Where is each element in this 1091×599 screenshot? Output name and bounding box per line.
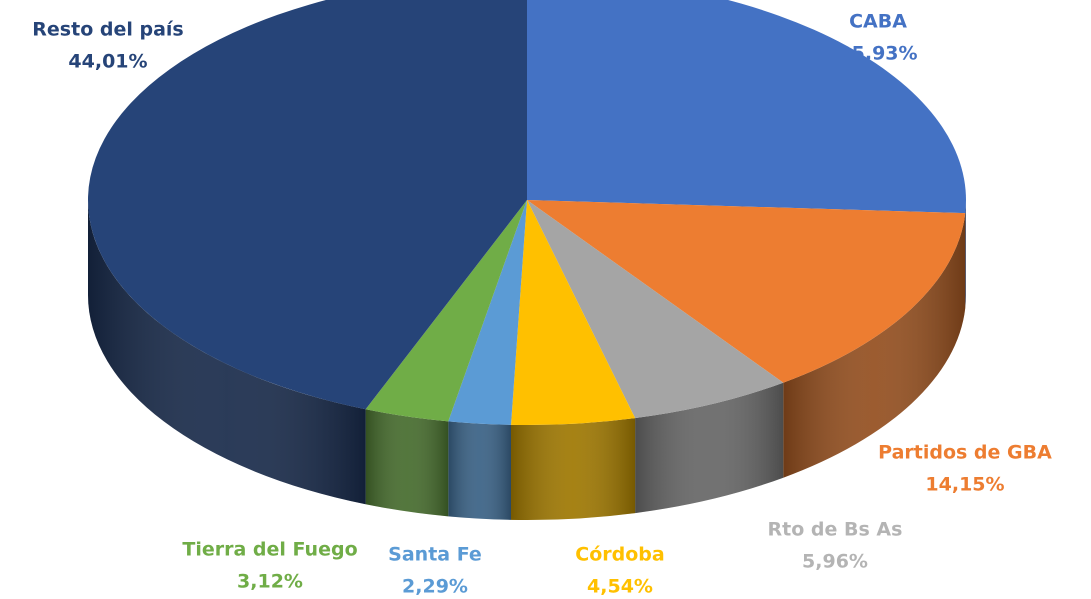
slice-side-shade <box>88 200 366 505</box>
slice-side-shade <box>448 421 512 520</box>
slice-side-shade <box>635 382 784 514</box>
slice-side-shade <box>783 213 966 478</box>
slice-label: Córdoba <box>575 544 664 566</box>
slice <box>448 200 527 425</box>
value-label: 4,54% <box>587 576 653 598</box>
slice-label: Tierra del Fuego <box>182 539 357 561</box>
slice-side-shade <box>511 418 636 520</box>
slice-label: CABA <box>849 11 907 33</box>
slice-label: Rto de Bs As <box>768 519 903 541</box>
slice-side-shade <box>965 200 966 309</box>
slice-label: Partidos de GBA <box>878 442 1052 464</box>
slice-label: Santa Fe <box>388 544 482 566</box>
value-label: 2,29% <box>402 576 468 598</box>
value-label: 44,01% <box>68 51 147 73</box>
slice <box>365 200 527 422</box>
slice <box>511 200 636 425</box>
slice <box>527 200 784 419</box>
value-label: 3,12% <box>237 571 303 593</box>
value-label: 25,93% <box>838 43 917 65</box>
value-label: 14,15% <box>925 474 1004 496</box>
slice <box>88 0 527 410</box>
slice-side-shade <box>365 409 449 517</box>
slice <box>527 200 966 383</box>
slice-label: Resto del país <box>32 19 183 41</box>
value-label: 5,96% <box>802 551 868 573</box>
slice <box>527 0 966 214</box>
